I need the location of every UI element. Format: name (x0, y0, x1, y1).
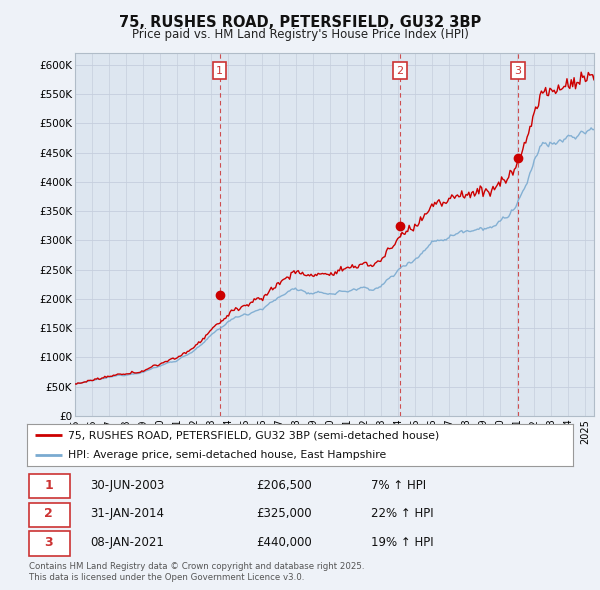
Text: HPI: Average price, semi-detached house, East Hampshire: HPI: Average price, semi-detached house,… (68, 450, 386, 460)
Text: 22% ↑ HPI: 22% ↑ HPI (371, 507, 434, 520)
FancyBboxPatch shape (29, 503, 70, 527)
Text: 3: 3 (44, 536, 53, 549)
Text: 30-JUN-2003: 30-JUN-2003 (90, 478, 164, 491)
Text: Price paid vs. HM Land Registry's House Price Index (HPI): Price paid vs. HM Land Registry's House … (131, 28, 469, 41)
Text: £440,000: £440,000 (256, 536, 312, 549)
Text: Contains HM Land Registry data © Crown copyright and database right 2025.
This d: Contains HM Land Registry data © Crown c… (29, 562, 364, 582)
Text: £325,000: £325,000 (256, 507, 312, 520)
Text: £206,500: £206,500 (256, 478, 312, 491)
Text: 2: 2 (44, 507, 53, 520)
FancyBboxPatch shape (29, 532, 70, 556)
Text: 31-JAN-2014: 31-JAN-2014 (90, 507, 164, 520)
Text: 75, RUSHES ROAD, PETERSFIELD, GU32 3BP: 75, RUSHES ROAD, PETERSFIELD, GU32 3BP (119, 15, 481, 30)
Text: 1: 1 (44, 478, 53, 491)
Text: 75, RUSHES ROAD, PETERSFIELD, GU32 3BP (semi-detached house): 75, RUSHES ROAD, PETERSFIELD, GU32 3BP (… (68, 430, 439, 440)
Text: 2: 2 (396, 65, 403, 76)
Text: 1: 1 (216, 65, 223, 76)
FancyBboxPatch shape (29, 474, 70, 498)
Text: 7% ↑ HPI: 7% ↑ HPI (371, 478, 426, 491)
Text: 3: 3 (514, 65, 521, 76)
Text: 19% ↑ HPI: 19% ↑ HPI (371, 536, 434, 549)
Text: 08-JAN-2021: 08-JAN-2021 (90, 536, 164, 549)
